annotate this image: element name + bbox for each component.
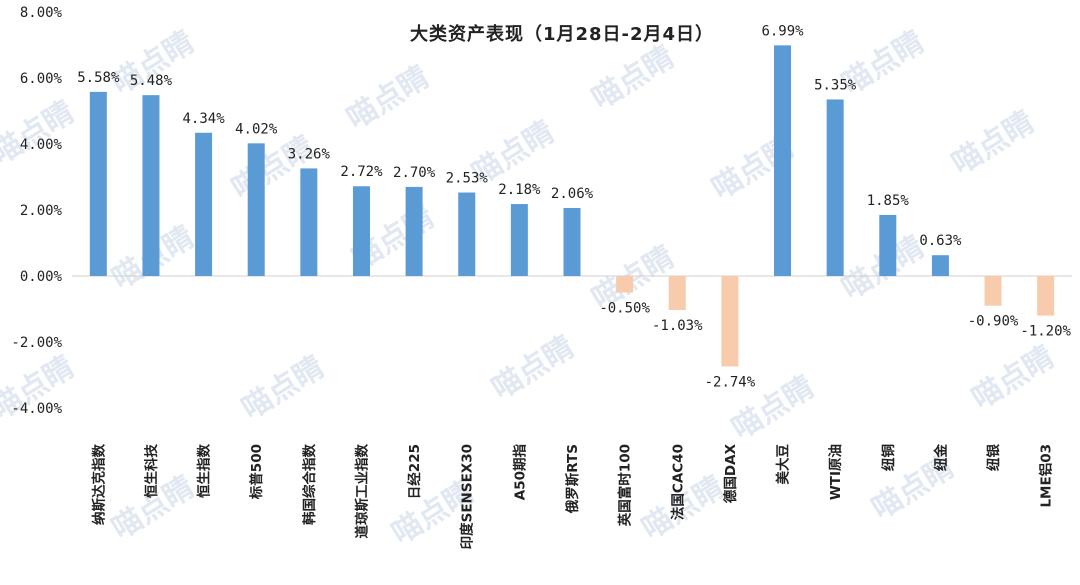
bar <box>879 214 897 276</box>
data-label: -1.03% <box>652 318 703 334</box>
data-label: 6.99% <box>761 23 804 39</box>
data-label: 1.85% <box>867 193 910 209</box>
watermark-text: 喵点睛 <box>586 39 681 116</box>
x-tick-label: 日经225 <box>406 444 423 499</box>
data-label: 0.63% <box>919 233 962 249</box>
data-label: 5.48% <box>130 73 173 89</box>
bar <box>563 208 581 276</box>
x-tick-label: 法国CAC40 <box>669 444 686 520</box>
x-tick-label: A50期指 <box>511 444 528 501</box>
data-label: 2.06% <box>551 186 594 202</box>
data-label: 5.35% <box>814 77 857 93</box>
bar <box>721 276 739 367</box>
bar <box>774 45 792 276</box>
bar <box>89 91 107 276</box>
bar <box>195 132 213 276</box>
data-label: -0.50% <box>599 301 650 317</box>
bar <box>510 204 528 276</box>
data-label: 4.34% <box>183 111 226 127</box>
data-label: 2.53% <box>446 171 489 187</box>
x-tick-label: 纽银 <box>985 444 1002 472</box>
x-tick-label: WTI原油 <box>827 444 844 500</box>
data-label: -1.20% <box>1020 324 1071 340</box>
y-tick-label: 6.00% <box>20 71 63 87</box>
x-tick-label: 道琼斯工业指数 <box>353 444 370 539</box>
x-tick-label: 印度SENSEX30 <box>459 444 476 549</box>
watermark-text: 喵点睛 <box>966 339 1061 416</box>
bar <box>668 276 686 310</box>
bar <box>247 143 265 276</box>
data-label: -0.90% <box>968 314 1019 330</box>
x-tick-label: 标普500 <box>248 444 265 500</box>
bar <box>405 186 423 276</box>
x-tick-label: 韩国综合指数 <box>301 444 318 525</box>
labels-layer: 5.58% 纳斯达克指数 5.48% 恒生科技 4.34% 恒生指数 4.02% 标普500 3… <box>77 23 1071 549</box>
data-label: 2.72% <box>340 164 383 180</box>
y-tick-label: -4.00% <box>11 401 62 417</box>
data-label: 2.70% <box>393 165 436 181</box>
watermark-text: 喵点睛 <box>0 94 81 171</box>
bar <box>1037 276 1055 316</box>
bar <box>826 99 844 276</box>
data-label: 2.18% <box>498 182 541 198</box>
y-tick-label: -2.00% <box>11 335 62 351</box>
y-tick-label: 4.00% <box>20 137 63 153</box>
x-tick-label: 恒生科技 <box>143 444 160 498</box>
bar <box>984 276 1002 306</box>
x-tick-label: 俄罗斯RTS <box>564 444 581 514</box>
watermark-text: 喵点睛 <box>106 24 201 101</box>
x-tick-label: LME铝03 <box>1038 444 1055 508</box>
bar <box>616 276 634 293</box>
watermark-text: 喵点睛 <box>946 104 1041 181</box>
x-tick-label: 纳斯达克指数 <box>90 444 107 525</box>
bar <box>458 192 476 276</box>
watermark-text: 喵点睛 <box>486 329 581 406</box>
bars-layer <box>89 45 1055 367</box>
x-tick-label: 恒生指数 <box>196 444 213 498</box>
watermark-text: 喵点睛 <box>236 349 331 426</box>
y-tick-label: 2.00% <box>20 203 63 219</box>
bar <box>142 95 160 276</box>
x-tick-label: 纽金 <box>932 444 949 471</box>
bar <box>300 168 318 276</box>
y-tick-label: 0.00% <box>20 269 63 285</box>
x-tick-label: 美大豆 <box>775 444 792 485</box>
y-tick-label: 8.00% <box>20 5 63 21</box>
data-label: 5.58% <box>77 70 120 86</box>
data-label: 4.02% <box>235 121 278 137</box>
x-tick-label: 英国富时100 <box>617 444 634 527</box>
x-tick-label: 纽铜 <box>880 444 897 471</box>
data-label: 3.26% <box>288 146 331 162</box>
watermark-text: 喵点睛 <box>341 59 436 136</box>
bar <box>931 255 949 276</box>
x-tick-label: 德国DAX <box>722 443 739 503</box>
bar <box>352 186 370 276</box>
chart-title: 大类资产表现（1月28日-2月4日） <box>410 23 714 45</box>
data-label: -2.74% <box>705 374 756 390</box>
